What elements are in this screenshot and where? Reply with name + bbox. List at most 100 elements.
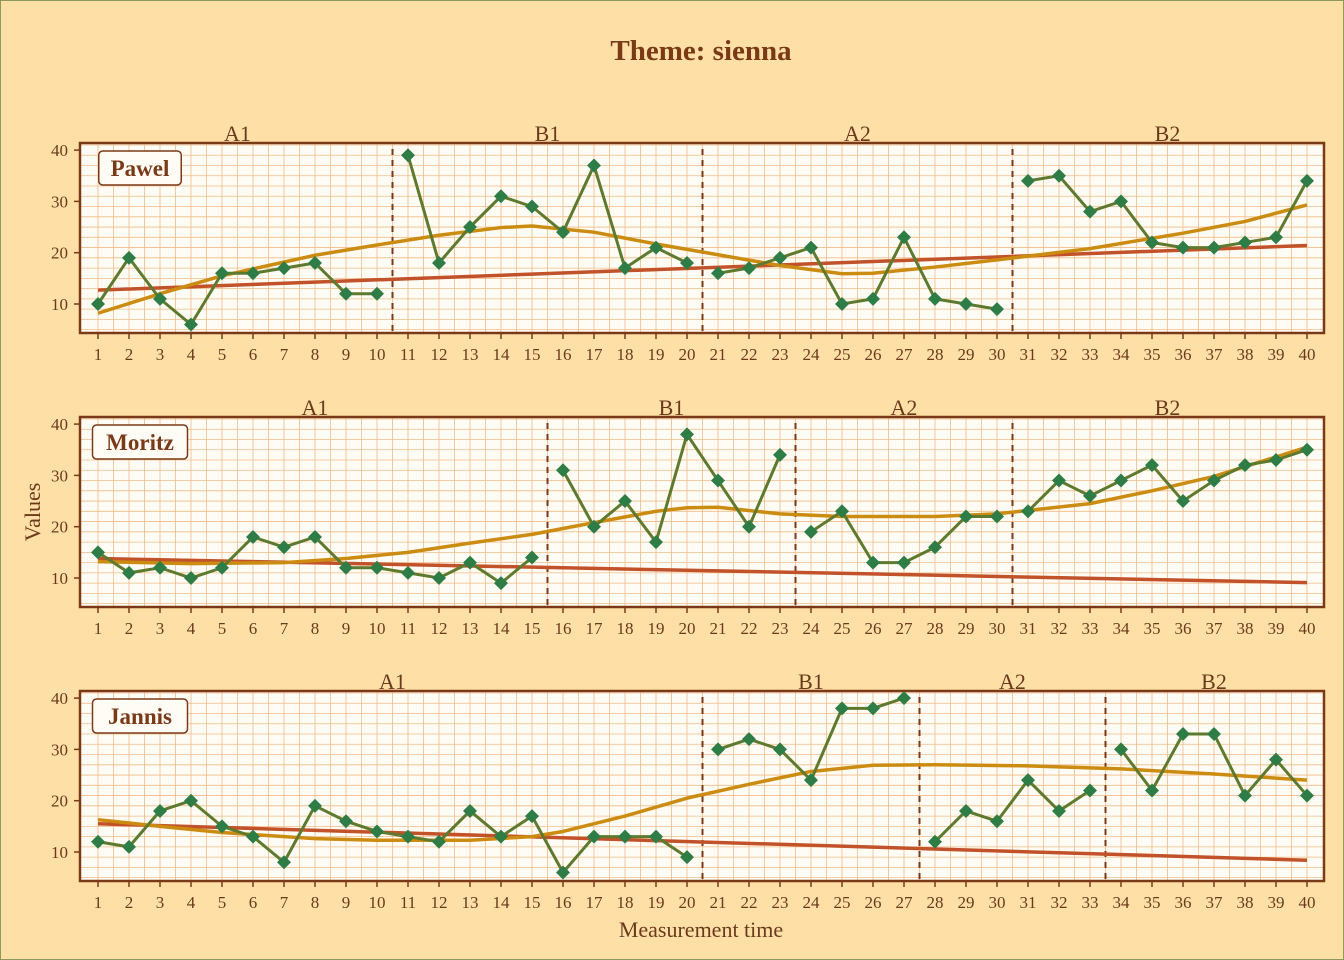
data-point — [463, 555, 477, 570]
case-label: Jannis — [108, 704, 172, 729]
data-point — [959, 803, 973, 818]
data-line-b1 — [406, 154, 688, 271]
x-tick-label: 9 — [342, 345, 351, 364]
data-point — [246, 529, 260, 544]
phase-label: B2 — [1155, 395, 1181, 420]
x-tick-label: 8 — [311, 619, 320, 638]
x-tick-label: 24 — [803, 893, 821, 912]
x-tick-label: 6 — [249, 345, 258, 364]
data-point — [711, 266, 725, 281]
x-tick-label: 34 — [1113, 893, 1131, 912]
data-point — [339, 814, 353, 829]
x-tick-label: 27 — [896, 893, 914, 912]
x-tick-label: 12 — [431, 893, 448, 912]
data-point — [91, 297, 105, 311]
data-point — [463, 803, 477, 818]
x-tick-label: 30 — [989, 619, 1006, 638]
x-tick-label: 37 — [1206, 619, 1224, 638]
data-point — [990, 302, 1004, 317]
data-line-b2 — [1027, 174, 1309, 250]
phase-label: A2 — [844, 121, 871, 146]
x-tick-label: 21 — [710, 619, 727, 638]
x-tick-label: 23 — [772, 893, 789, 912]
x-tick-label: 17 — [586, 893, 604, 912]
x-tick-label: 14 — [493, 345, 511, 364]
data-point — [432, 255, 446, 270]
x-tick-label: 8 — [311, 345, 320, 364]
x-tick-label: 1 — [94, 619, 103, 638]
data-point — [928, 540, 942, 555]
x-tick-label: 4 — [187, 893, 196, 912]
x-tick-label: 35 — [1144, 619, 1161, 638]
x-tick-label: 22 — [741, 619, 758, 638]
data-point — [1207, 240, 1221, 255]
data-point — [246, 829, 260, 844]
x-tick-label: 2 — [125, 893, 134, 912]
data-point — [494, 829, 508, 844]
case-label-box — [98, 150, 182, 186]
data-point — [556, 225, 570, 240]
x-tick-label: 26 — [865, 893, 882, 912]
x-tick-label: 25 — [834, 345, 851, 364]
data-point — [1300, 442, 1314, 457]
y-tick-label: 30 — [51, 192, 68, 211]
trend-line — [97, 822, 1308, 862]
data-point — [866, 701, 880, 716]
x-tick-label: 34 — [1113, 619, 1131, 638]
data-point — [773, 742, 787, 757]
data-point — [587, 829, 601, 844]
x-tick-label: 1 — [94, 893, 103, 912]
data-point — [1052, 803, 1066, 818]
data-point — [649, 240, 663, 255]
data-point — [1145, 783, 1159, 798]
data-point — [184, 317, 198, 332]
data-point — [1176, 240, 1190, 255]
x-tick-label: 15 — [524, 893, 541, 912]
data-point — [1207, 473, 1221, 488]
smooth-line — [97, 203, 1308, 315]
x-tick-label: 33 — [1082, 345, 1099, 364]
x-tick-label: 38 — [1237, 893, 1254, 912]
case-label-box — [91, 698, 189, 734]
data-point — [91, 834, 105, 849]
x-tick-label: 19 — [648, 619, 665, 638]
x-tick-label: 24 — [803, 345, 821, 364]
x-tick-label: 9 — [342, 619, 351, 638]
data-point — [1145, 235, 1159, 250]
x-tick-label: 30 — [989, 893, 1006, 912]
x-tick-label: 3 — [156, 345, 165, 364]
data-line-a1 — [97, 799, 688, 876]
data-point — [990, 509, 1004, 524]
y-tick-label: 10 — [51, 843, 68, 862]
x-tick-label: 11 — [400, 619, 416, 638]
x-tick-label: 5 — [218, 893, 227, 912]
data-point — [742, 519, 756, 534]
data-point — [370, 286, 384, 301]
x-tick-label: 17 — [586, 619, 604, 638]
data-point — [122, 839, 136, 854]
x-tick-label: 26 — [865, 345, 882, 364]
y-tick-label: 10 — [51, 295, 68, 314]
x-tick-label: 6 — [249, 619, 258, 638]
x-tick-label: 19 — [648, 345, 665, 364]
phase-label: A1 — [302, 395, 329, 420]
data-point — [1269, 752, 1283, 767]
data-point — [432, 834, 446, 849]
x-tick-label: 33 — [1082, 619, 1099, 638]
data-point — [308, 255, 322, 270]
x-tick-label: 12 — [431, 345, 448, 364]
data-point — [1176, 494, 1190, 509]
phase-label: A2 — [891, 395, 918, 420]
y-tick-label: 40 — [51, 415, 68, 434]
data-point — [215, 266, 229, 281]
data-point — [153, 560, 167, 575]
x-tick-label: 14 — [493, 619, 511, 638]
data-point — [184, 793, 198, 808]
data-point — [215, 560, 229, 575]
data-line-b1 — [561, 430, 782, 546]
case-label-box — [91, 424, 189, 460]
panel-background — [80, 417, 1324, 607]
data-point — [649, 829, 663, 844]
data-line-a2 — [717, 233, 998, 311]
